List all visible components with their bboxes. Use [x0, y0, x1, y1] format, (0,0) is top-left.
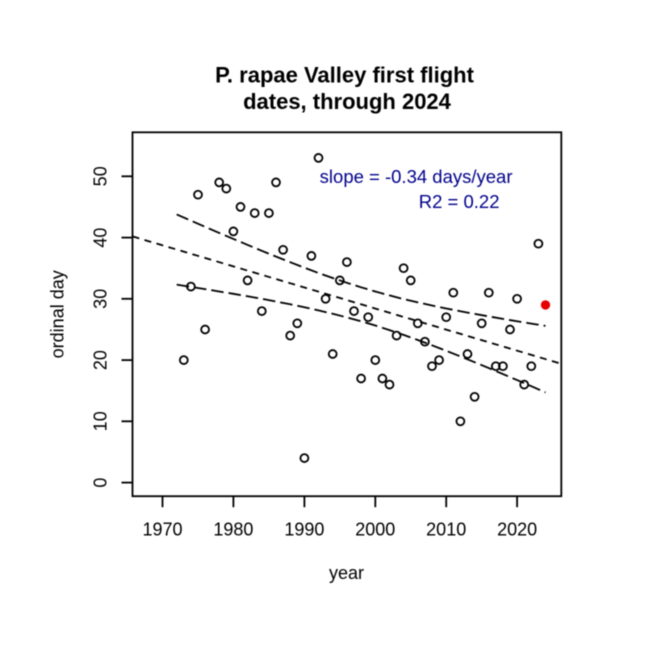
svg-text:1990: 1990 [284, 520, 324, 540]
svg-text:R2 = 0.22: R2 = 0.22 [419, 191, 500, 212]
svg-text:slope = -0.34 days/year: slope = -0.34 days/year [320, 166, 513, 187]
svg-text:ordinal day: ordinal day [48, 270, 68, 358]
svg-text:0: 0 [91, 478, 111, 488]
svg-text:2020: 2020 [497, 520, 537, 540]
svg-text:dates, through 2024: dates, through 2024 [243, 89, 452, 114]
svg-text:2000: 2000 [355, 520, 395, 540]
svg-text:20: 20 [91, 350, 111, 370]
svg-text:1970: 1970 [142, 520, 182, 540]
svg-text:year: year [329, 563, 364, 583]
svg-text:P. rapae Valley first flight: P. rapae Valley first flight [215, 63, 474, 88]
svg-text:2010: 2010 [426, 520, 466, 540]
svg-text:50: 50 [91, 166, 111, 186]
svg-text:1980: 1980 [213, 520, 253, 540]
svg-text:30: 30 [91, 289, 111, 309]
svg-text:10: 10 [91, 411, 111, 431]
svg-text:40: 40 [91, 228, 111, 248]
